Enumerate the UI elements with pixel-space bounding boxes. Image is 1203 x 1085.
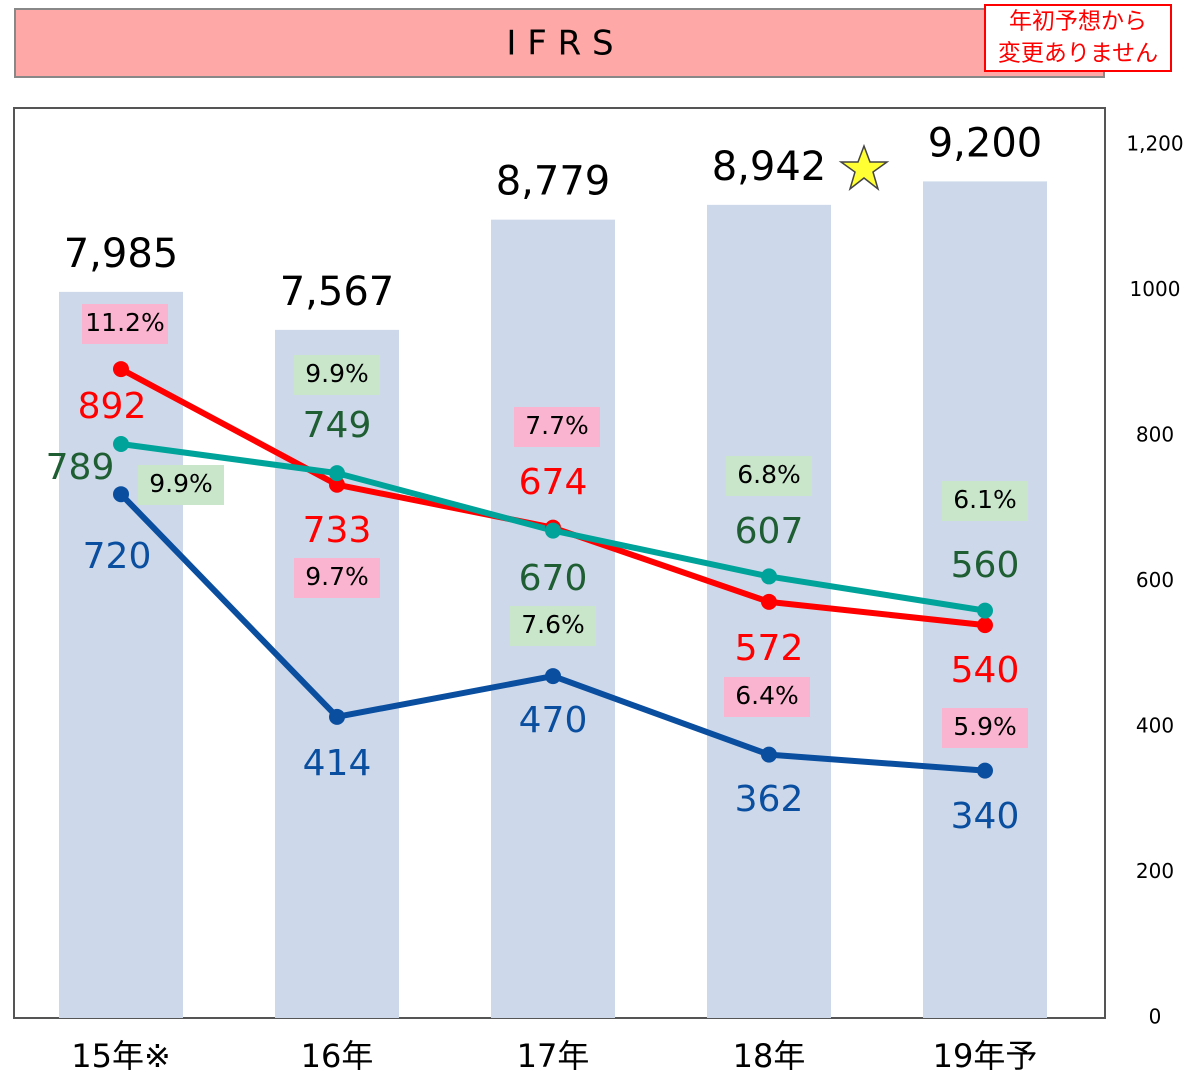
- y2-tick-label: 1000: [1130, 277, 1181, 301]
- bar-value-label: 7,567: [280, 269, 395, 315]
- ratio-label: 11.2%: [85, 308, 164, 337]
- header-title: I F R S: [506, 24, 613, 64]
- ratio-box: [942, 481, 1028, 521]
- line-point: [761, 746, 777, 763]
- x-tick-label: 16年: [301, 1037, 374, 1075]
- ratio-box: [138, 465, 224, 505]
- value-label: 540: [951, 650, 1020, 691]
- value-label: 362: [735, 779, 804, 820]
- note-line: 年初予想から: [1009, 9, 1147, 35]
- x-tick-label: 18年: [733, 1037, 806, 1075]
- ratio-box: [724, 677, 810, 717]
- ratio-label: 6.4%: [735, 681, 799, 710]
- line-point: [977, 602, 993, 619]
- value-label: 572: [735, 628, 804, 669]
- ratio-box: [726, 456, 812, 496]
- line-point: [329, 465, 345, 482]
- y2-tick-label: 0: [1149, 1005, 1162, 1029]
- value-label: 749: [303, 405, 372, 446]
- star-icon: [838, 143, 890, 192]
- line-point: [113, 436, 129, 453]
- x-tick-label: 15年※: [71, 1037, 171, 1075]
- bar-value-label: 8,779: [496, 159, 611, 205]
- bar-value-label: 8,942: [712, 144, 827, 190]
- bar: [923, 181, 1047, 1018]
- ratio-box: [942, 708, 1028, 748]
- line-point: [545, 522, 561, 539]
- value-label: 340: [951, 796, 1020, 837]
- ratio-label: 6.1%: [953, 485, 1017, 514]
- ratio-label: 7.7%: [525, 411, 589, 440]
- value-label: 789: [46, 447, 115, 488]
- y2-tick-label: 400: [1136, 714, 1174, 738]
- y2-tick-label: 600: [1136, 568, 1174, 592]
- note-line: 変更ありません: [998, 41, 1158, 67]
- ratio-box: [82, 304, 168, 344]
- value-label: 733: [303, 510, 372, 551]
- note-box: [984, 4, 1172, 72]
- value-label: 414: [303, 743, 372, 784]
- ratio-label: 7.6%: [521, 610, 585, 639]
- x-tick-label: 19年予: [933, 1037, 1038, 1075]
- ratio-label: 9.9%: [305, 359, 369, 388]
- line-point: [545, 668, 561, 685]
- line-point: [761, 593, 777, 610]
- line-point: [761, 568, 777, 585]
- bar: [707, 204, 831, 1019]
- value-label: 607: [735, 511, 804, 552]
- value-label: 670: [519, 558, 588, 599]
- ratio-box: [294, 558, 380, 598]
- line-point: [977, 762, 993, 779]
- value-label: 720: [83, 536, 152, 577]
- ratio-label: 5.9%: [953, 712, 1017, 741]
- bar: [59, 291, 183, 1018]
- line-point: [113, 361, 129, 378]
- bar-value-label: 7,985: [64, 231, 179, 277]
- ratio-label: 9.7%: [305, 562, 369, 591]
- line-point: [329, 476, 345, 493]
- ratio-label: 6.8%: [737, 460, 801, 489]
- header-bar: [14, 8, 1105, 78]
- y2-tick-label: 1,200: [1126, 132, 1183, 156]
- line-point: [113, 486, 129, 503]
- bar-value-label: 9,200: [928, 120, 1043, 166]
- line-point: [329, 708, 345, 725]
- value-label: 560: [951, 545, 1020, 586]
- y2-tick-label: 200: [1136, 859, 1174, 883]
- ratio-label: 9.9%: [149, 469, 213, 498]
- line-point: [977, 617, 993, 634]
- ratio-box: [514, 407, 600, 447]
- value-label: 892: [78, 386, 147, 427]
- value-label: 470: [519, 700, 588, 741]
- ratio-box: [510, 606, 596, 646]
- y2-tick-label: 800: [1136, 423, 1174, 447]
- x-tick-label: 17年: [517, 1037, 590, 1075]
- value-label: 674: [519, 462, 588, 503]
- ratio-box: [294, 355, 380, 395]
